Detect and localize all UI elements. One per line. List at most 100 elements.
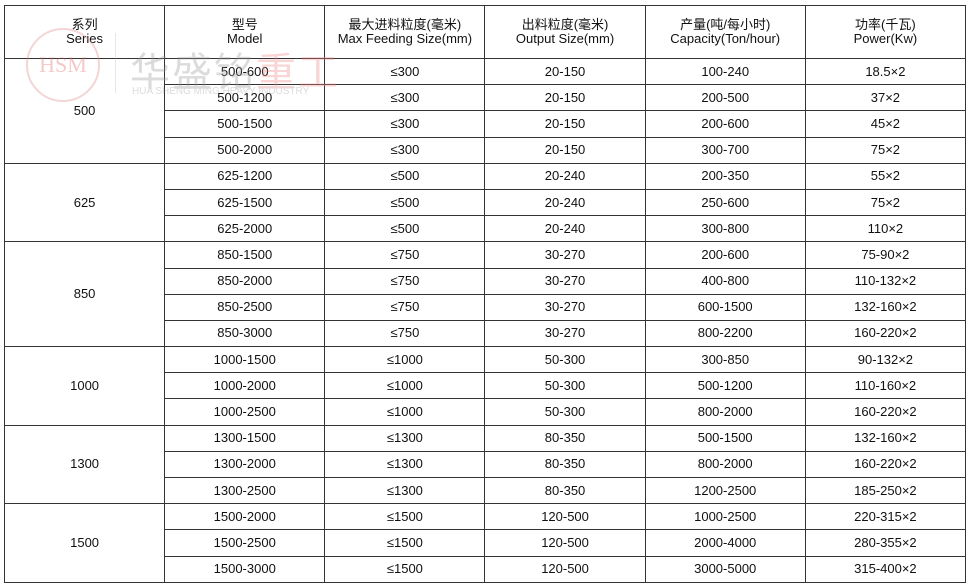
power-cell: 110-160×2	[804, 372, 967, 400]
model-cell: 500-1200	[164, 84, 326, 112]
feed-size-cell: ≤1500	[324, 529, 486, 557]
output-size-cell: 30-270	[484, 319, 646, 348]
feed-size-cell: ≤1000	[324, 346, 486, 374]
feed-size-cell: ≤300	[324, 110, 486, 138]
feed-size-cell: ≤1000	[324, 372, 486, 400]
header-en: Max Feeding Size(mm)	[337, 31, 473, 46]
output-size-cell: 120-500	[484, 503, 646, 531]
capacity-cell: 200-350	[644, 162, 806, 190]
model-cell: 1000-2000	[164, 372, 326, 400]
output-size-cell: 20-150	[484, 84, 646, 112]
table-row: 625-1500 ≤500 20-240 250-600 75×2	[5, 188, 967, 217]
feed-size-cell: ≤1300	[324, 476, 486, 505]
power-cell: 110-132×2	[804, 267, 967, 295]
output-size-cell: 20-240	[484, 162, 646, 190]
header-cn: 产量(吨/每小时)	[680, 17, 771, 32]
capacity-cell: 300-850	[644, 346, 806, 374]
power-cell: 90-132×2	[804, 346, 967, 374]
series-cell: 1000	[3, 346, 166, 426]
column-header: 产量(吨/每小时) Capacity(Ton/hour)	[644, 5, 806, 59]
output-size-cell: 50-300	[484, 346, 646, 374]
capacity-cell: 300-700	[644, 136, 806, 164]
model-cell: 1500-2000	[164, 503, 326, 531]
model-cell: 850-1500	[164, 241, 326, 269]
output-size-cell: 20-240	[484, 215, 646, 243]
capacity-cell: 600-1500	[644, 293, 806, 321]
model-cell: 625-2000	[164, 215, 326, 243]
model-cell: 850-2500	[164, 293, 326, 321]
header-cn: 型号	[231, 17, 258, 32]
power-cell: 18.5×2	[804, 57, 967, 86]
feed-size-cell: ≤1500	[324, 503, 486, 531]
power-cell: 132-160×2	[804, 424, 967, 452]
power-cell: 45×2	[804, 110, 967, 138]
capacity-cell: 200-600	[644, 241, 806, 269]
power-cell: 160-220×2	[804, 398, 967, 426]
output-size-cell: 20-150	[484, 57, 646, 86]
table-row: 625-2000 ≤500 20-240 300-800 110×2	[5, 215, 967, 243]
series-cell: 850	[3, 241, 166, 348]
capacity-cell: 500-1200	[644, 372, 806, 400]
capacity-cell: 200-600	[644, 110, 806, 138]
power-cell: 132-160×2	[804, 293, 967, 321]
output-size-cell: 20-240	[484, 188, 646, 217]
power-cell: 315-400×2	[804, 555, 967, 583]
header-en: Output Size(mm)	[515, 31, 615, 46]
power-cell: 185-250×2	[804, 476, 967, 505]
feed-size-cell: ≤500	[324, 162, 486, 190]
column-header: 系列 Series	[3, 5, 166, 59]
capacity-cell: 800-2000	[644, 398, 806, 426]
power-cell: 110×2	[804, 215, 967, 243]
model-cell: 1500-2500	[164, 529, 326, 557]
output-size-cell: 80-350	[484, 476, 646, 505]
feed-size-cell: ≤750	[324, 319, 486, 348]
capacity-cell: 800-2000	[644, 450, 806, 479]
output-size-cell: 80-350	[484, 450, 646, 479]
model-cell: 1500-3000	[164, 555, 326, 583]
table-row: 1000-2500 ≤1000 50-300 800-2000 160-220×2	[5, 398, 967, 426]
feed-size-cell: ≤500	[324, 188, 486, 217]
header-cn: 最大进料粒度(毫米)	[348, 17, 462, 32]
table-row: 1500-2500 ≤1500 120-500 2000-4000 280-355×2	[5, 529, 967, 557]
model-cell: 625-1200	[164, 162, 326, 190]
output-size-cell: 20-150	[484, 110, 646, 138]
output-size-cell: 80-350	[484, 424, 646, 452]
feed-size-cell: ≤300	[324, 136, 486, 164]
output-size-cell: 120-500	[484, 555, 646, 583]
output-size-cell: 30-270	[484, 241, 646, 269]
power-cell: 160-220×2	[804, 319, 967, 348]
power-cell: 75×2	[804, 188, 967, 217]
feed-size-cell: ≤300	[324, 84, 486, 112]
capacity-cell: 500-1500	[644, 424, 806, 452]
feed-size-cell: ≤750	[324, 241, 486, 269]
capacity-cell: 400-800	[644, 267, 806, 295]
power-cell: 55×2	[804, 162, 967, 190]
header-en: Capacity(Ton/hour)	[670, 31, 781, 46]
feed-size-cell: ≤750	[324, 293, 486, 321]
series-cell: 1300	[3, 424, 166, 505]
output-size-cell: 50-300	[484, 372, 646, 400]
feed-size-cell: ≤1300	[324, 424, 486, 452]
feed-size-cell: ≤1000	[324, 398, 486, 426]
column-header: 功率(千瓦) Power(Kw)	[804, 5, 967, 59]
table-row: 850 850-1500 ≤750 30-270 200-600 75-90×2	[3, 241, 967, 348]
power-cell: 160-220×2	[804, 450, 967, 479]
capacity-cell: 100-240	[644, 57, 806, 86]
capacity-cell: 1200-2500	[644, 476, 806, 505]
capacity-cell: 200-500	[644, 84, 806, 112]
table-row: 500 500-600 ≤300 20-150 100-240 18.5×2	[3, 57, 967, 164]
feed-size-cell: ≤750	[324, 267, 486, 295]
output-size-cell: 30-270	[484, 267, 646, 295]
header-cn: 功率(千瓦)	[855, 17, 916, 32]
model-cell: 1300-1500	[164, 424, 326, 452]
output-size-cell: 30-270	[484, 293, 646, 321]
table-row: 500-2000 ≤300 20-150 300-700 75×2	[5, 136, 967, 164]
power-cell: 75×2	[804, 136, 967, 164]
series-cell: 1500	[3, 503, 166, 583]
header-cn: 系列	[71, 17, 98, 32]
header-en: Model	[227, 31, 263, 46]
header-cn: 出料粒度(毫米)	[521, 17, 609, 32]
model-cell: 850-3000	[164, 319, 326, 348]
table-row: 1300-2500 ≤1300 80-350 1200-2500 185-250×2	[5, 476, 967, 505]
power-cell: 75-90×2	[804, 241, 967, 269]
